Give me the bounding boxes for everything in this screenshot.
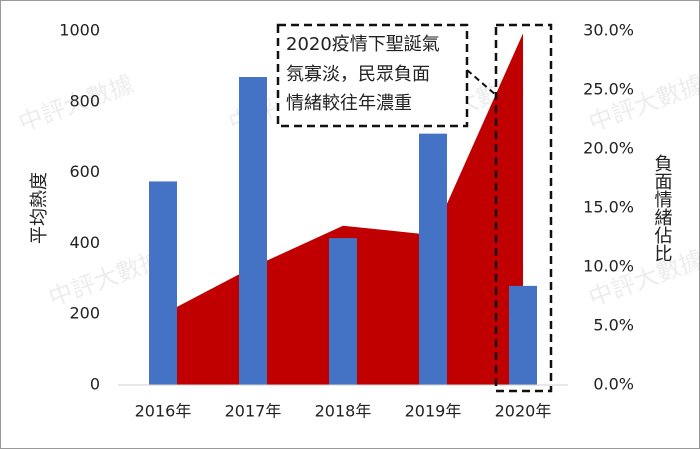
y2-tick-label: 5.0% [593, 316, 634, 335]
annotation-box [276, 23, 469, 128]
y-tick-label: 1000 [59, 21, 100, 40]
y2-tick-label: 25.0% [583, 80, 634, 99]
y-axis-title: 平均熱度 [29, 172, 50, 244]
y2-tick-label: 0.0% [593, 375, 634, 394]
x-tick-label: 2018年 [315, 402, 372, 421]
bar [239, 77, 267, 386]
y2-axis-title: 負面情緒佔比 [652, 154, 673, 262]
bar [509, 285, 537, 385]
x-tick-label: 2017年 [225, 402, 282, 421]
x-tick-label: 2020年 [495, 402, 552, 421]
bar [329, 238, 357, 385]
highlight-box [494, 23, 553, 393]
y-tick-label: 800 [69, 91, 100, 110]
annotation: 情緒較往年濃重 [286, 93, 412, 114]
y2-tick-label: 30.0% [583, 21, 634, 40]
x-tick-label: 2019年 [405, 402, 462, 421]
y-tick-label: 0 [90, 375, 100, 394]
y2-tick-label: 10.0% [583, 257, 634, 276]
y2-tick-label: 15.0% [583, 198, 634, 217]
plot: 0 200 400 600 800 1000 0.0% 5.0% 10.0% 15.0% 20.0%… [59, 21, 634, 421]
x-tick-label: 2016年 [135, 402, 192, 421]
annotation-connector [466, 69, 497, 96]
annotation: 氛寡淡，民眾負面 [286, 64, 430, 85]
y-tick-label: 200 [69, 304, 100, 323]
bar [149, 181, 177, 385]
y2-tick-label: 20.0% [583, 139, 634, 158]
annotation: 2020疫情下聖誕氣 [286, 34, 440, 55]
y-tick-label: 400 [69, 233, 100, 252]
y-tick-label: 600 [69, 162, 100, 181]
bar [419, 133, 447, 385]
